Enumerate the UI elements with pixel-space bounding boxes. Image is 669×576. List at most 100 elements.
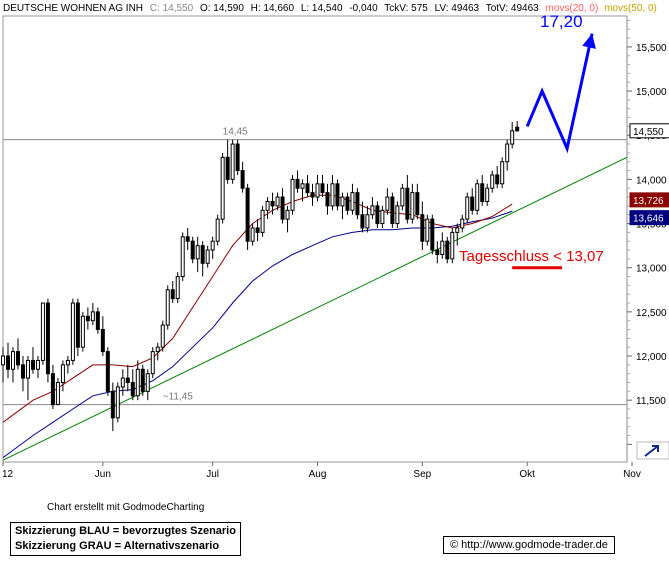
y-tick-label: 14,000 [636,175,667,186]
level-label: 14,45 [223,127,248,138]
candle-body [125,377,130,384]
candle-body [465,196,470,220]
candle-body [130,382,135,397]
candle-body [495,174,500,185]
x-tick-label: Okt [519,469,535,480]
candle-body [420,214,425,242]
candle-body [265,200,270,211]
candle-body [490,174,495,189]
candle-body [115,386,120,419]
candle-body [365,214,370,229]
candle-body [60,364,65,384]
candle-body [470,196,475,211]
candle-body [215,218,220,242]
candle-body [40,302,45,361]
level-label: ~11,45 [163,392,194,403]
candle-body [150,351,155,375]
candle-body [250,227,255,242]
candle-body [450,231,455,260]
candle-body [145,373,150,392]
candle-body [440,240,445,255]
candle-body [140,368,145,392]
scenario-blue-target-label: 17,20 [540,12,583,31]
candle-body [30,359,35,370]
candle-body [65,359,70,366]
candle-body [185,236,190,242]
candle-body [220,156,225,220]
candle-body [445,240,450,260]
candle-body [235,143,240,172]
candle-body [295,178,300,189]
candle-body [45,302,50,375]
candle-body [200,245,205,264]
y-tick-label: 15,500 [636,43,667,54]
candle-body [505,143,510,163]
note-grey-scenario: Skizzierung GRAU = Alternativszenario [15,540,220,552]
y-tick-label: 12,000 [636,352,667,363]
header-name: DEUTSCHE WOHNEN AG INH [3,3,143,14]
candle-body [315,183,320,198]
candle-body [165,289,170,326]
candle-body [225,156,230,180]
candle-body [360,214,365,229]
candle-body [90,311,95,322]
candle-body [455,227,460,233]
candle-body [85,315,90,322]
candle-body [155,346,160,353]
x-axis: 12 Jun Jul Aug Sep Okt Nov [2,462,641,480]
price-tag-box [629,123,669,139]
header-low: L: 14,540 [301,3,343,14]
candle-body [120,377,125,388]
candle-body [500,161,505,185]
x-tick-label: Jul [206,469,219,480]
candle-body [1,355,5,366]
candle-body [240,170,245,189]
candle-body [460,218,465,229]
candle-body [95,311,100,331]
candle-body [50,373,55,406]
candle-body [75,302,80,348]
y-axis: 11,00011,50012,00012,50013,00013,50014,0… [626,16,667,462]
candle-body [80,315,85,348]
candle-body [320,183,325,194]
candle-body [375,205,380,225]
source-url-link[interactable]: © http://www.godmode-trader.de [443,536,615,554]
candle-body [485,187,490,202]
header-close: C: 14,550 [150,3,194,14]
header-high: H: 14,660 [251,3,295,14]
candle-body [475,183,480,211]
header-ma50-legend: movs(50, 0) [604,3,657,14]
price-tag-label: 13,726 [633,196,664,207]
trendline-group [2,156,628,461]
scenario-legend-box: Skizzierung BLAU = bevorzugtes Szenario … [10,522,241,556]
candle-body [480,183,485,202]
candle-body [425,218,430,242]
scenario-blue-arrowhead [582,33,596,49]
candlesticks [1,121,520,432]
candle-body [350,192,355,211]
candle-body [285,209,290,220]
candle-body [385,196,390,211]
candle-body [245,187,250,242]
candle-body [340,196,345,207]
candle-body [100,329,105,353]
candle-body [370,205,375,216]
horizontal-levels: 14,45 ~11,45 [3,127,627,406]
scenario-sketches: 17,20 Tagesschluss < 13,07 [459,12,604,270]
x-tick-label: Aug [309,469,327,480]
candle-body [160,324,165,348]
candle-body [310,192,315,198]
scroll-arrow-icon[interactable] [636,441,669,460]
candle-body [210,240,215,251]
scenario-blue-path [525,33,594,154]
y-tick-label: 11,500 [636,396,666,407]
x-tick-label: 12 [2,469,14,480]
candle-body [430,218,435,251]
y-tick-label: 12,500 [636,308,667,319]
candle-body [15,351,20,366]
candle-body [330,183,335,207]
x-tick-label: Jun [95,469,111,480]
candle-body [390,196,395,225]
chart-credit: Chart erstellt mit GodmodeCharting [47,502,205,513]
